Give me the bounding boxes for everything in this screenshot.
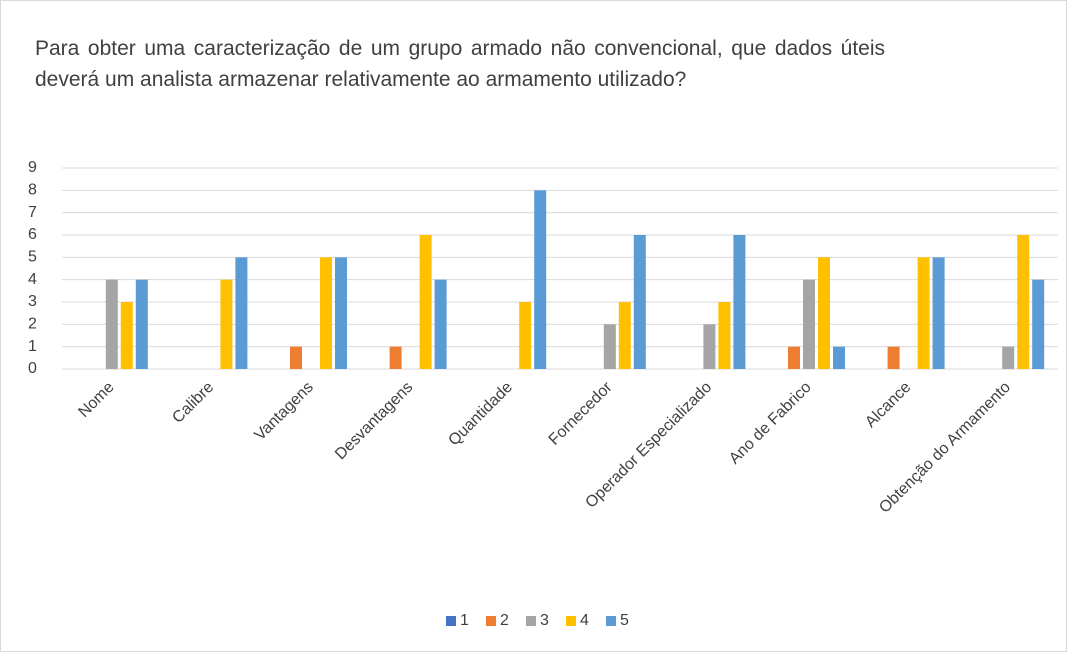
y-tick-label: 7 bbox=[28, 204, 37, 221]
bar bbox=[389, 346, 402, 369]
bar bbox=[120, 302, 133, 369]
bar bbox=[718, 302, 731, 369]
legend-label: 4 bbox=[580, 612, 589, 629]
x-tick-label: Alcance bbox=[862, 379, 914, 431]
bar bbox=[818, 257, 830, 369]
legend-label: 3 bbox=[540, 612, 549, 629]
x-tick-label: Calibre bbox=[169, 379, 217, 427]
bar bbox=[932, 257, 945, 369]
y-tick-label: 1 bbox=[28, 338, 37, 355]
bar bbox=[320, 257, 332, 369]
legend-label: 2 bbox=[500, 612, 509, 629]
legend-label: 5 bbox=[620, 612, 629, 629]
y-tick-label: 0 bbox=[28, 360, 37, 377]
legend-swatch bbox=[606, 616, 616, 626]
x-tick-label: Ano de Fabrico bbox=[726, 379, 815, 468]
bar bbox=[290, 346, 302, 369]
y-tick-label: 6 bbox=[28, 226, 37, 243]
y-tick-label: 3 bbox=[28, 293, 37, 310]
bar bbox=[1002, 346, 1015, 369]
bar bbox=[534, 190, 547, 369]
x-tick-label: Vantagens bbox=[252, 379, 317, 444]
bar bbox=[703, 324, 716, 369]
bar bbox=[105, 279, 118, 369]
x-tick-label: Quantidade bbox=[445, 379, 516, 450]
x-tick-label: Nome bbox=[75, 379, 117, 421]
x-tick-label: Desvantagens bbox=[332, 379, 416, 463]
bar bbox=[1032, 279, 1045, 369]
y-tick-label: 5 bbox=[28, 249, 37, 266]
bar bbox=[434, 279, 447, 369]
bar bbox=[733, 235, 746, 369]
legend-swatch bbox=[526, 616, 536, 626]
bar bbox=[618, 302, 631, 369]
y-tick-label: 9 bbox=[28, 159, 37, 176]
bar bbox=[803, 279, 815, 369]
bar bbox=[917, 257, 930, 369]
bar bbox=[633, 235, 646, 369]
bar bbox=[1017, 235, 1030, 369]
bar bbox=[603, 324, 616, 369]
bar bbox=[220, 279, 233, 369]
legend-label: 1 bbox=[460, 612, 469, 629]
bar bbox=[335, 257, 347, 369]
y-tick-label: 8 bbox=[28, 182, 37, 199]
bar bbox=[135, 279, 148, 369]
y-tick-label: 2 bbox=[28, 316, 37, 333]
legend-swatch bbox=[446, 616, 456, 626]
bar bbox=[519, 302, 532, 369]
bar bbox=[788, 346, 800, 369]
x-tick-label: Fornecedor bbox=[546, 378, 616, 448]
bar bbox=[833, 346, 845, 369]
legend-swatch bbox=[566, 616, 576, 626]
bar bbox=[887, 346, 900, 369]
bar bbox=[235, 257, 248, 369]
y-tick-label: 4 bbox=[28, 271, 37, 288]
legend-swatch bbox=[486, 616, 496, 626]
chart-title: Para obter uma caracterização de um grup… bbox=[35, 37, 885, 91]
bar bbox=[419, 235, 432, 369]
